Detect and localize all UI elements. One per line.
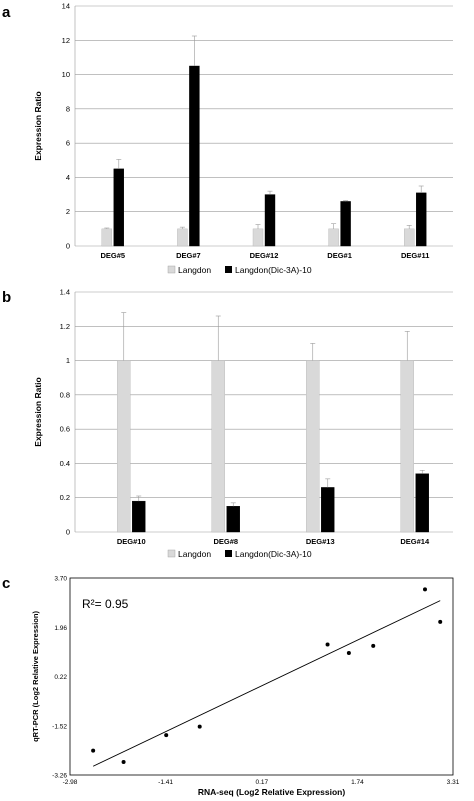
c-x-tick-3: 1.74 <box>351 779 364 786</box>
c-point-5 <box>346 651 351 656</box>
b-y-tick-3: 0.6 <box>60 425 70 434</box>
c-y-tick-0: 3.70 <box>54 576 67 583</box>
x-tick-labels-c: -2.98 -1.41 0.17 1.74 3.31 <box>63 779 460 786</box>
c-x-tick-0: -2.98 <box>63 779 78 786</box>
a-bar-langdon-3 <box>328 228 339 247</box>
b-y-tick-1: 0.2 <box>60 493 70 502</box>
x-axis-title-c: RNA-seq (Log2 Relative Expression) <box>198 787 346 797</box>
bars-a <box>101 35 427 247</box>
a-category-label-1: DEG#7 <box>176 251 201 260</box>
a-category-label-2: DEG#12 <box>250 251 279 260</box>
a-y-tick-1: 2 <box>66 207 70 216</box>
c-x-tick-1: -1.41 <box>158 779 173 786</box>
legend-label-dic-a: Langdon(Dic-3A)-10 <box>235 265 312 275</box>
legend-label-dic-b: Langdon(Dic-3A)-10 <box>235 549 312 559</box>
c-point-3 <box>197 724 202 729</box>
panel-letter-a: a <box>2 4 11 21</box>
a-bar-dic-0 <box>113 168 125 247</box>
panel-letter-b: b <box>2 289 11 306</box>
plot-frame-c <box>69 577 454 776</box>
a-y-tick-3: 6 <box>66 139 70 148</box>
a-bar-dic-1 <box>189 65 200 247</box>
b-bar-dic-0 <box>132 500 146 533</box>
a-category-label-0: DEG#5 <box>100 251 125 260</box>
y-axis-title-b: Expression Ratio <box>33 377 43 446</box>
bars-b <box>117 312 429 533</box>
bar-chart-b: 00.20.40.60.811.21.4 DEG#10 DEG#8 DEG#13 DE… <box>33 288 453 559</box>
b-y-tick-4: 0.8 <box>60 390 70 399</box>
trendline-c <box>92 600 441 767</box>
c-point-0 <box>91 748 96 753</box>
a-y-tick-0: 0 <box>66 242 70 251</box>
b-y-tick-6: 1.2 <box>60 322 70 331</box>
b-bar-langdon-1 <box>211 360 225 533</box>
c-y-tick-1: 1.96 <box>54 625 67 632</box>
c-point-1 <box>121 759 126 764</box>
y-axis-title-c: qRT-PCR (Log2 Relative Expression) <box>31 611 40 742</box>
a-bar-langdon-2 <box>252 228 264 247</box>
b-y-tick-2: 0.4 <box>60 459 70 468</box>
b-y-tick-5: 1 <box>66 356 70 365</box>
legend-swatch-langdon-b <box>167 549 176 558</box>
c-x-tick-4: 3.31 <box>447 779 460 786</box>
c-y-tick-4: -3.26 <box>52 773 67 780</box>
a-y-tick-6: 12 <box>62 36 70 45</box>
a-y-tick-2: 4 <box>66 173 70 182</box>
legend-a: Langdon Langdon(Dic-3A)-10 <box>167 265 312 275</box>
legend-swatch-langdon-a <box>167 265 176 274</box>
legend-b: Langdon Langdon(Dic-3A)-10 <box>167 549 312 559</box>
legend-swatch-dic-b <box>225 550 232 557</box>
b-bar-dic-2 <box>321 487 335 533</box>
b-bar-langdon-0 <box>117 360 131 533</box>
a-y-tick-7: 14 <box>62 2 70 11</box>
a-y-tick-4: 8 <box>66 104 70 113</box>
scatter-chart-c: -2.98 -1.41 0.17 1.74 3.31 3.70 1.96 0.22 -1.52… <box>31 576 460 798</box>
b-category-label-3: DEG#14 <box>400 537 430 546</box>
c-point-6 <box>371 643 376 648</box>
gridlines-a <box>74 5 453 247</box>
r-squared-annotation: R²= 0.95 <box>82 597 129 611</box>
c-point-8 <box>438 619 443 624</box>
c-point-2 <box>164 733 169 738</box>
c-x-tick-2: 0.17 <box>255 779 268 786</box>
b-bar-langdon-3 <box>400 360 414 533</box>
legend-label-langdon-b: Langdon <box>178 549 211 559</box>
a-bar-dic-3 <box>340 201 351 247</box>
b-category-label-0: DEG#10 <box>117 537 146 546</box>
c-point-7 <box>422 587 427 592</box>
b-bar-dic-1 <box>226 506 240 533</box>
a-bar-langdon-1 <box>177 228 188 247</box>
a-y-tick-5: 10 <box>62 70 70 79</box>
y-tick-labels-a: 0 2 4 6 8 10 12 14 <box>62 2 70 251</box>
b-y-tick-7: 1.4 <box>60 288 70 297</box>
category-labels-b: DEG#10 DEG#8 DEG#13 DEG#14 <box>117 537 430 546</box>
a-bar-dic-2 <box>264 194 276 247</box>
a-bar-langdon-4 <box>404 228 415 247</box>
panel-letter-c: c <box>2 575 10 592</box>
b-category-label-1: DEG#8 <box>213 537 238 546</box>
gridlines-b <box>74 291 453 533</box>
c-point-4 <box>325 642 330 647</box>
legend-label-langdon-a: Langdon <box>178 265 211 275</box>
b-y-tick-0: 0 <box>66 528 70 537</box>
legend-swatch-dic-a <box>225 266 232 273</box>
y-tick-labels-c: 3.70 1.96 0.22 -1.52 -3.26 <box>52 576 67 780</box>
y-tick-labels-b: 0 0.2 0.4 0.6 0.8 1 1.2 1.4 <box>60 288 70 537</box>
a-bar-langdon-0 <box>101 228 113 247</box>
a-category-label-3: DEG#1 <box>327 251 352 260</box>
scatter-points-c <box>91 587 443 764</box>
y-axis-title-a: Expression Ratio <box>33 91 43 160</box>
b-bar-dic-3 <box>415 473 429 533</box>
b-bar-langdon-2 <box>306 360 320 533</box>
b-category-label-2: DEG#13 <box>306 537 335 546</box>
a-category-label-4: DEG#11 <box>401 251 429 260</box>
c-y-tick-2: 0.22 <box>54 674 67 681</box>
a-bar-dic-4 <box>416 192 427 247</box>
c-y-tick-3: -1.52 <box>52 723 67 730</box>
category-labels-a: DEG#5 DEG#7 DEG#12 DEG#1 DEG#11 <box>100 251 429 260</box>
